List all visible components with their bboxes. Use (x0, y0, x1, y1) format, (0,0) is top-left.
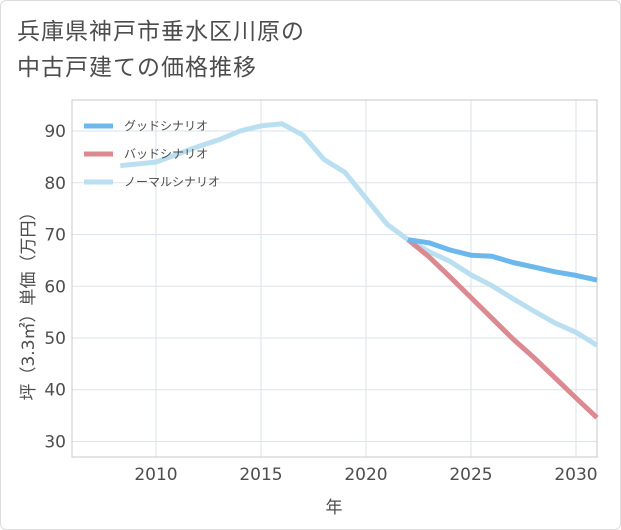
series-lines (120, 121, 599, 420)
title-line-2: 中古戸建ての価格推移 (17, 55, 257, 81)
x-ticks: 2010 2015 2020 2025 2030 (134, 465, 597, 485)
y-tick-label: 60 (44, 277, 66, 297)
y-ticks: 30 40 50 60 70 80 90 (44, 122, 66, 452)
series-line-1 (406, 237, 599, 420)
legend-label: バッドシナリオ (124, 147, 208, 161)
y-tick-label: 40 (44, 381, 66, 401)
x-tick-label: 2010 (134, 465, 177, 485)
series-line-0 (407, 237, 598, 283)
y-tick-label: 70 (44, 226, 66, 246)
x-axis-label: 年 (326, 498, 343, 518)
title-line-1: 兵庫県神戸市垂水区川原の (17, 19, 305, 45)
x-tick-label: 2025 (449, 465, 492, 485)
x-tick-label: 2015 (239, 465, 282, 485)
x-tick-label: 2020 (344, 465, 387, 485)
x-tick-label: 2030 (554, 465, 597, 485)
chart-title: 兵庫県神戸市垂水区川原の 中古戸建ての価格推移 (17, 14, 305, 86)
legend-label: ノーマルシナリオ (124, 175, 220, 189)
y-tick-label: 90 (44, 122, 66, 142)
series-line-2 (120, 121, 599, 348)
y-axis-label: 坪（3.3㎡）単価（万円） (19, 203, 39, 400)
legend-label: グッドシナリオ (124, 119, 208, 133)
y-tick-label: 50 (44, 329, 66, 349)
y-tick-label: 30 (44, 432, 66, 452)
y-tick-label: 80 (44, 174, 66, 194)
